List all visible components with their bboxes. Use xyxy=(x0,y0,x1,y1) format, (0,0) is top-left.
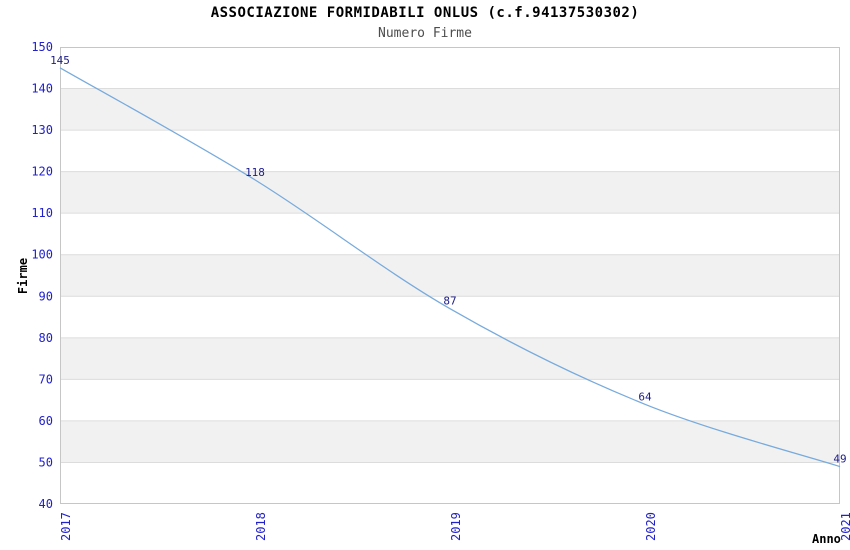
y-tick-label: 90 xyxy=(39,289,53,303)
grid-band xyxy=(60,420,840,463)
y-tick-label: 100 xyxy=(31,248,53,262)
y-tick-label: 60 xyxy=(39,414,53,428)
y-tick-label: 130 xyxy=(31,123,53,137)
y-tick-label: 120 xyxy=(31,165,53,179)
data-point-label: 87 xyxy=(443,295,456,308)
chart-title: ASSOCIAZIONE FORMIDABILI ONLUS (c.f.9413… xyxy=(210,5,640,21)
x-tick-label: 2019 xyxy=(449,512,463,541)
x-tick-label: 2017 xyxy=(59,512,73,541)
grid-band xyxy=(60,88,840,131)
data-point-label: 49 xyxy=(833,453,846,466)
chart-subtitle: Numero Firme xyxy=(378,26,472,41)
grid-band xyxy=(60,171,840,214)
y-tick-label: 80 xyxy=(39,331,53,345)
x-tick-label: 2018 xyxy=(254,512,268,541)
data-point-label: 64 xyxy=(638,390,652,403)
y-tick-label: 50 xyxy=(39,455,53,469)
data-point-label: 118 xyxy=(245,166,265,179)
y-tick-label: 70 xyxy=(39,372,53,386)
x-tick-label: 2020 xyxy=(644,512,658,541)
x-tick-label: 2021 xyxy=(839,512,850,541)
y-tick-label: 40 xyxy=(39,497,53,511)
data-point-label: 145 xyxy=(50,54,70,67)
grid-band xyxy=(60,254,840,297)
y-tick-label: 140 xyxy=(31,82,53,96)
grid-band xyxy=(60,337,840,380)
y-tick-label: 150 xyxy=(31,40,53,54)
plot-border xyxy=(60,47,840,504)
series-line xyxy=(59,67,841,468)
x-axis-title: Anno xyxy=(812,532,841,546)
y-tick-label: 110 xyxy=(31,206,53,220)
